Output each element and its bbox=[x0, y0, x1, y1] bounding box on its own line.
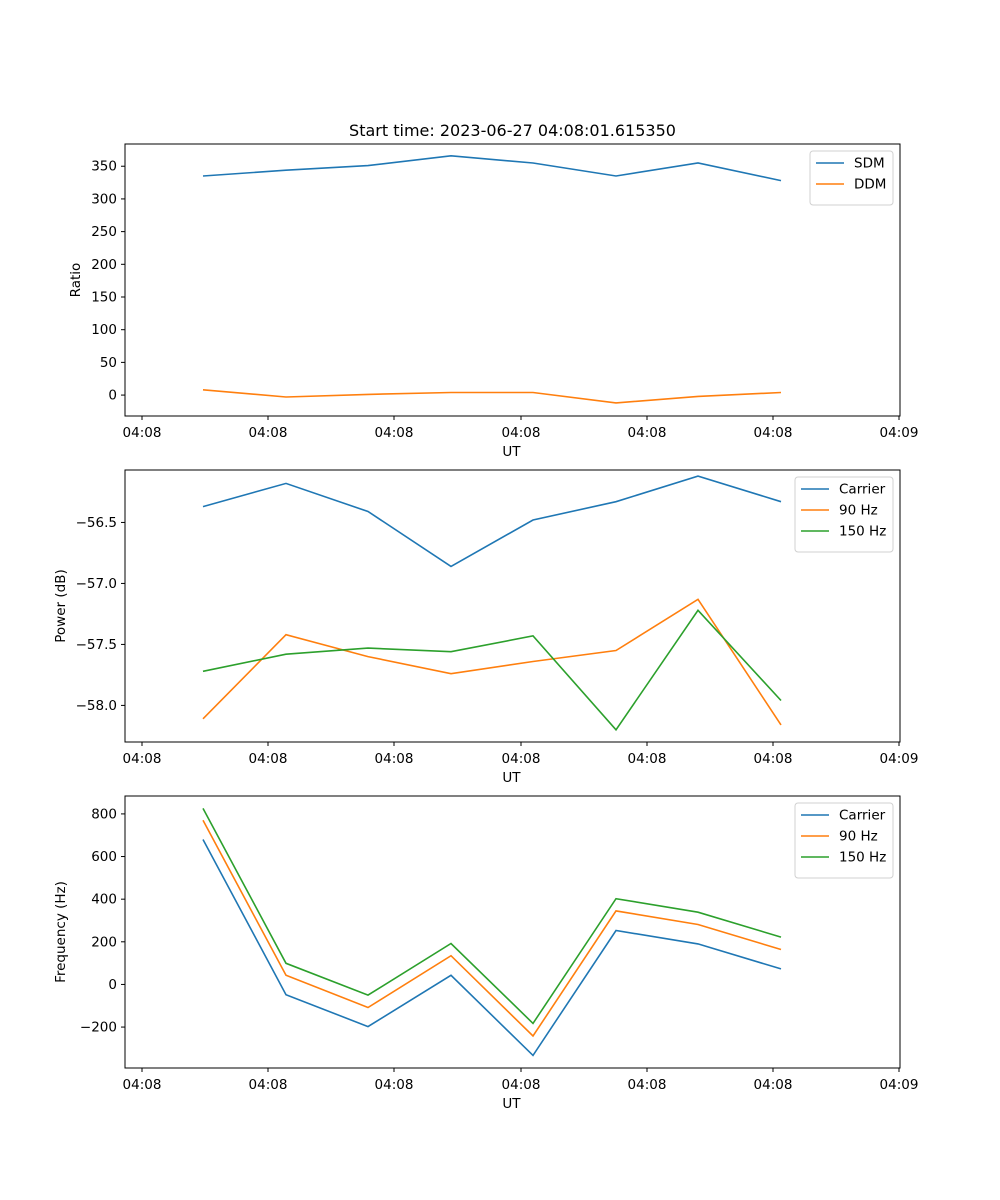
y-tick-label: −200 bbox=[80, 1020, 117, 1036]
legend-label: 90 Hz bbox=[839, 503, 878, 519]
legend-label: SDM bbox=[854, 156, 885, 172]
y-tick-label: −57.5 bbox=[76, 637, 117, 653]
axes-frame bbox=[124, 143, 901, 417]
legend-box bbox=[794, 802, 894, 879]
y-tick-label: −58.0 bbox=[76, 698, 117, 714]
y-axis-label: Power (dB) bbox=[53, 569, 69, 642]
x-tick-label: 04:09 bbox=[880, 751, 919, 767]
x-tick-label: 04:08 bbox=[375, 1077, 414, 1093]
x-tick-label: 04:08 bbox=[754, 1077, 793, 1093]
y-tick-label: 800 bbox=[91, 806, 117, 822]
y-axis-label: Ratio bbox=[68, 263, 84, 298]
axes-frame bbox=[124, 469, 901, 743]
y-tick-label: 200 bbox=[91, 934, 117, 950]
x-tick-label: 04:08 bbox=[123, 751, 162, 767]
x-tick-label: 04:08 bbox=[628, 751, 667, 767]
x-tick-label: 04:08 bbox=[754, 751, 793, 767]
legend-label: 150 Hz bbox=[839, 850, 886, 866]
legend: Carrier 90 Hz 150 Hz bbox=[794, 476, 894, 553]
x-axis-label: UT bbox=[502, 770, 521, 786]
chart-panel-3: −200 0 200 400 600 800 04:08 04:08 04:08 04:08 04:… bbox=[53, 795, 919, 1112]
y-tick-label: 0 bbox=[108, 388, 117, 404]
series-line-90-hz bbox=[202, 598, 782, 726]
legend-box bbox=[809, 150, 894, 206]
x-tick-label: 04:08 bbox=[628, 1077, 667, 1093]
chart-panel-2: −58.0 −57.5 −57.0 −56.5 04:08 04:08 04:08 04:08… bbox=[53, 469, 919, 786]
legend-label: 90 Hz bbox=[839, 829, 878, 845]
legend-label: Carrier bbox=[839, 808, 886, 824]
y-tick-label: 50 bbox=[100, 355, 117, 371]
y-tick-label: 250 bbox=[91, 224, 117, 240]
chart-panel-1: 0 50 100 150 200 250 300 350 04:08 04:08 04:08 04:0… bbox=[68, 121, 918, 460]
x-tick-label: 04:08 bbox=[249, 425, 288, 441]
x-tick-label: 04:08 bbox=[375, 751, 414, 767]
series-line-150-hz bbox=[202, 609, 782, 732]
x-tick-label: 04:09 bbox=[880, 425, 919, 441]
chart-title: Start time: 2023-06-27 04:08:01.615350 bbox=[349, 121, 676, 140]
y-tick-label: 200 bbox=[91, 257, 117, 273]
legend: Carrier 90 Hz 150 Hz bbox=[794, 802, 894, 879]
y-axis-label: Frequency (Hz) bbox=[53, 881, 69, 983]
y-tick-label: 600 bbox=[91, 849, 117, 865]
x-tick-label: 04:08 bbox=[502, 751, 541, 767]
legend-label: 150 Hz bbox=[839, 524, 886, 540]
y-tick-label: 300 bbox=[91, 191, 117, 207]
x-tick-label: 04:08 bbox=[754, 425, 793, 441]
y-tick-label: −56.5 bbox=[76, 515, 117, 531]
x-tick-label: 04:08 bbox=[123, 425, 162, 441]
series-line-sdm bbox=[202, 154, 782, 182]
y-tick-label: 150 bbox=[91, 290, 117, 306]
series-line-carrier bbox=[202, 475, 782, 568]
legend-label: Carrier bbox=[839, 482, 886, 498]
series-line-ddm bbox=[202, 389, 782, 404]
legend: SDM DDM bbox=[809, 150, 894, 206]
x-tick-label: 04:08 bbox=[502, 1077, 541, 1093]
y-tick-label: 400 bbox=[91, 892, 117, 908]
x-axis-label: UT bbox=[502, 444, 521, 460]
x-tick-label: 04:08 bbox=[249, 1077, 288, 1093]
y-tick-label: 350 bbox=[91, 159, 117, 175]
legend-label: DDM bbox=[854, 177, 886, 193]
legend-box bbox=[794, 476, 894, 553]
series-line-carrier bbox=[202, 839, 782, 1057]
series-line-150-hz bbox=[202, 808, 782, 1025]
series-line-90-hz bbox=[202, 819, 782, 1038]
x-tick-label: 04:08 bbox=[123, 1077, 162, 1093]
x-axis-label: UT bbox=[502, 1096, 521, 1112]
x-tick-label: 04:08 bbox=[628, 425, 667, 441]
y-tick-label: 0 bbox=[108, 977, 117, 993]
x-tick-label: 04:08 bbox=[502, 425, 541, 441]
y-tick-label: −57.0 bbox=[76, 576, 117, 592]
x-tick-label: 04:09 bbox=[880, 1077, 919, 1093]
x-tick-label: 04:08 bbox=[375, 425, 414, 441]
y-tick-label: 100 bbox=[91, 322, 117, 338]
x-tick-label: 04:08 bbox=[249, 751, 288, 767]
axes-frame bbox=[124, 795, 901, 1069]
